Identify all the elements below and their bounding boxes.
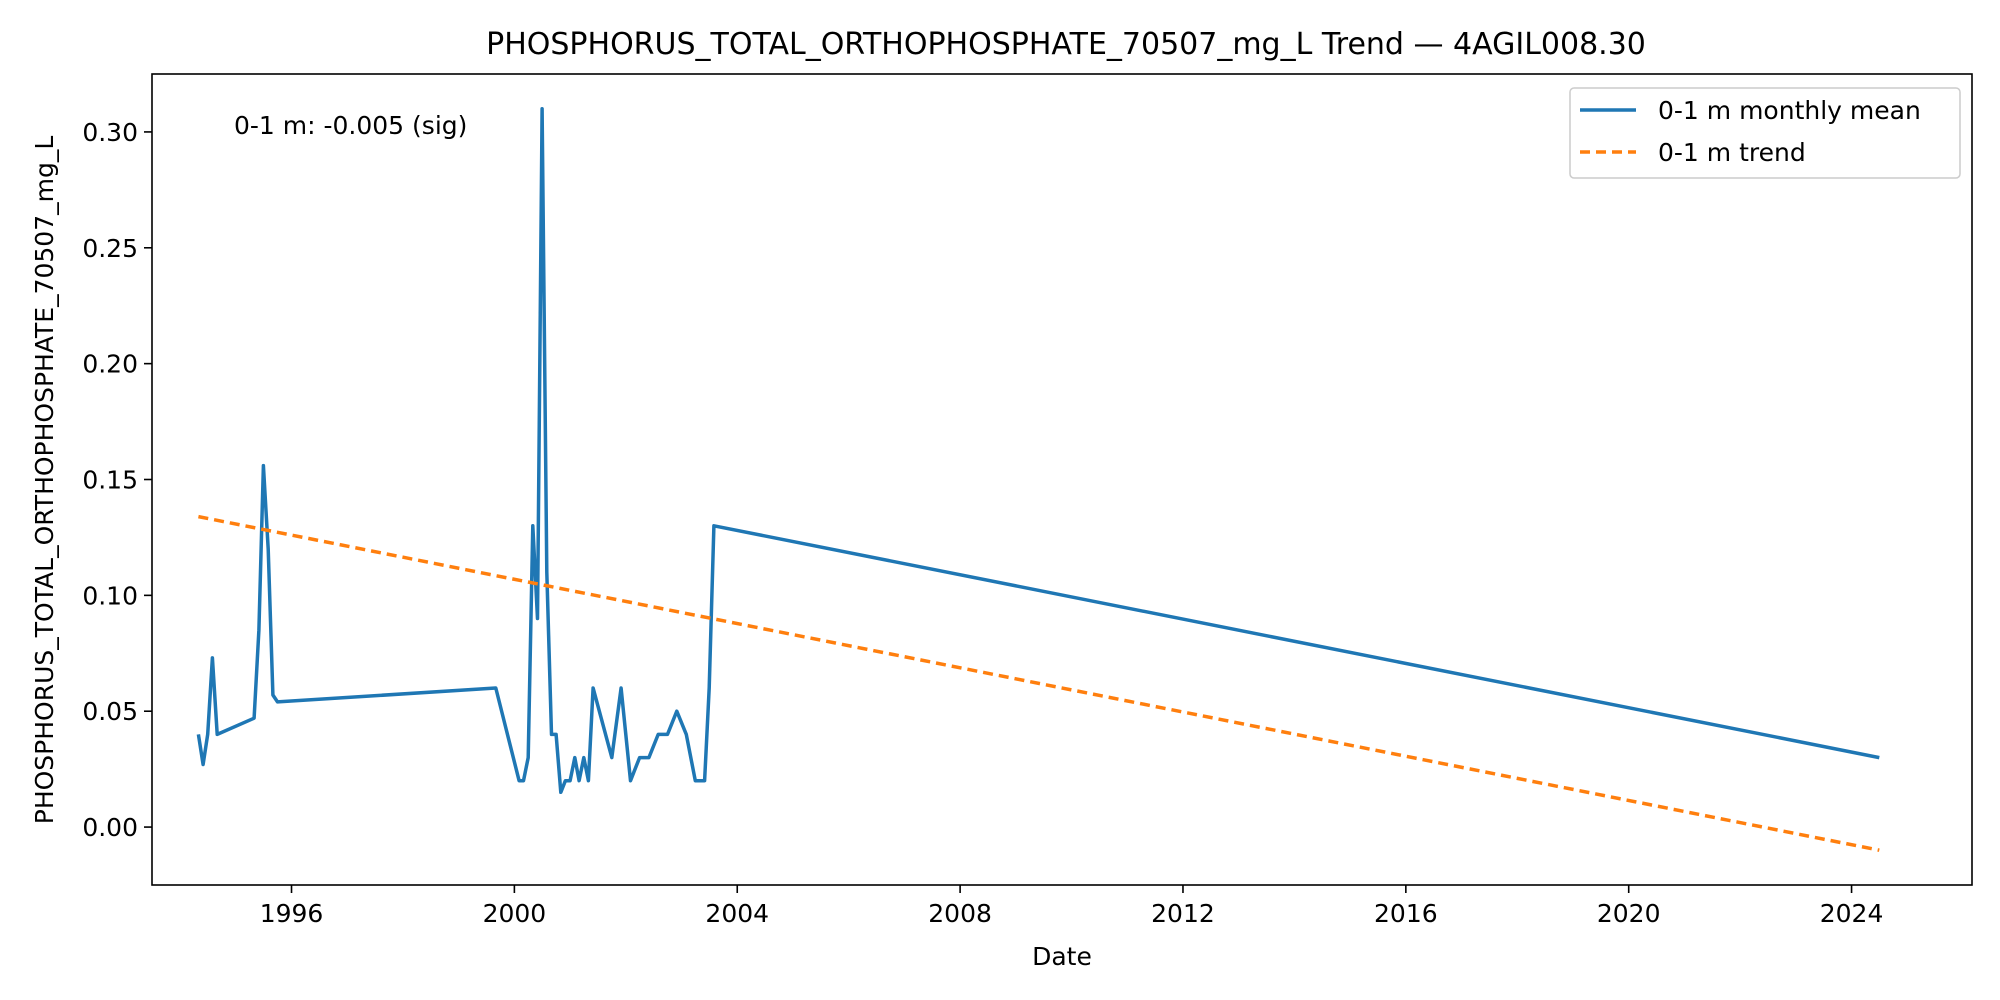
legend: 0-1 m monthly mean 0-1 m trend <box>1569 87 1961 179</box>
legend-label-trend: 0-1 m trend <box>1658 138 1806 167</box>
y-axis-label: PHOSPHORUS_TOTAL_ORTHOPHOSPHATE_70507_mg… <box>30 136 59 825</box>
x-tick-label: 2016 <box>1374 899 1438 928</box>
y-tick-label: 0.05 <box>82 697 138 726</box>
y-tick-label: 0.10 <box>82 581 138 610</box>
x-tick-label: 1996 <box>260 899 324 928</box>
y-tick-label: 0.15 <box>82 466 138 495</box>
y-tick-label: 0.25 <box>82 234 138 263</box>
trend-annotation: 0-1 m: -0.005 (sig) <box>234 111 467 140</box>
x-tick-label: 2012 <box>1151 899 1215 928</box>
y-axis: 0.00 0.05 0.10 0.15 0.20 0.25 0.30 <box>82 118 152 842</box>
series-line-monthly-mean <box>196 107 1880 795</box>
legend-box <box>1569 87 1961 179</box>
x-tick-label: 2020 <box>1597 899 1661 928</box>
plot-area <box>196 107 1880 852</box>
x-tick-label: 2024 <box>1820 899 1884 928</box>
y-tick-label: 0.20 <box>82 350 138 379</box>
x-tick-label: 2000 <box>483 899 547 928</box>
chart-title: PHOSPHORUS_TOTAL_ORTHOPHOSPHATE_70507_mg… <box>486 27 1646 62</box>
y-tick-label: 0.00 <box>82 813 138 842</box>
x-tick-label: 2008 <box>928 899 992 928</box>
series-line-trend <box>198 514 1880 852</box>
x-tick-label: 2004 <box>705 899 769 928</box>
series-layer <box>196 107 1880 852</box>
legend-label-monthly-mean: 0-1 m monthly mean <box>1658 96 1921 125</box>
x-axis: 1996 2000 2004 2008 2012 2016 2020 2024 <box>260 885 1884 928</box>
y-tick-label: 0.30 <box>82 118 138 147</box>
x-axis-label: Date <box>1032 942 1092 971</box>
